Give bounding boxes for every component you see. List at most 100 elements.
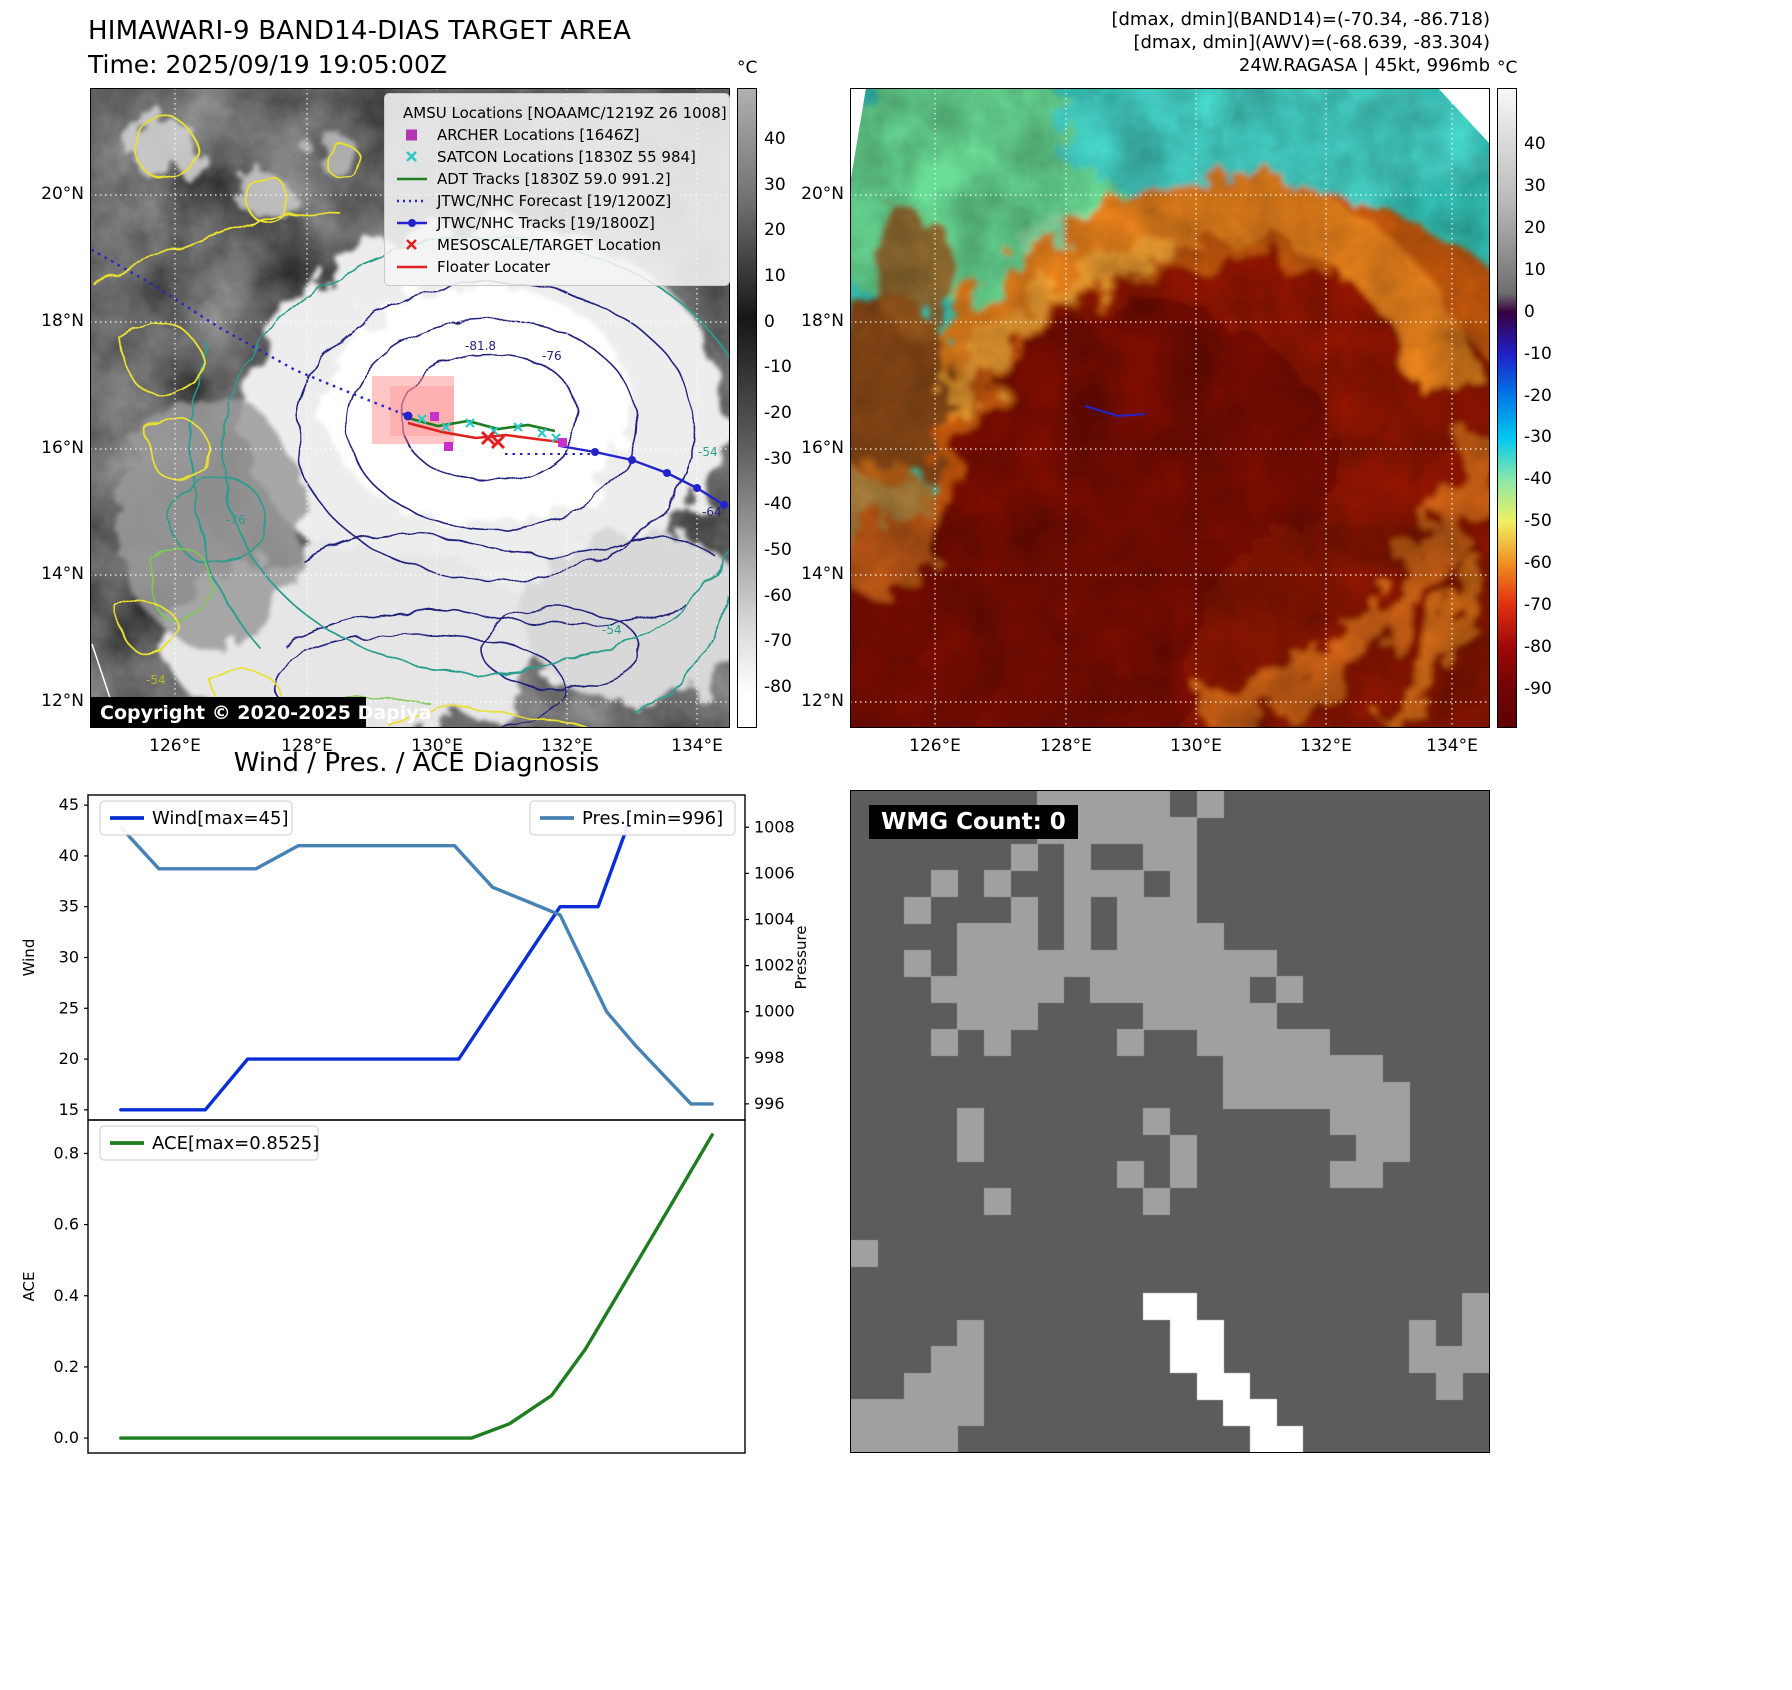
lat-tick-right: 14°N — [801, 564, 844, 584]
right-colorbar — [1497, 88, 1517, 728]
lon-tick-left: 134°E — [671, 736, 723, 756]
y-tick-label: 998 — [754, 1048, 785, 1067]
y-tick-label: 20 — [59, 1049, 79, 1068]
right-colorbar-tick: -20 — [1524, 385, 1552, 406]
lat-tick-right: 12°N — [801, 691, 844, 711]
legend-item: AMSU Locations [NOAAMC/1219Z 26 1008] — [395, 103, 727, 122]
adt-track — [407, 416, 556, 433]
lon-tick-left: 130°E — [411, 736, 463, 756]
legend-item: Floater Locater — [395, 257, 719, 276]
right-colorbar-tick: 20 — [1524, 217, 1546, 238]
contour-label: -54 — [698, 445, 718, 459]
lon-tick-right: 128°E — [1040, 736, 1092, 756]
contour-label: -81.8 — [465, 339, 496, 353]
axis-label: Pressure — [792, 925, 810, 989]
wmg-panel: WMG Count: 0 — [850, 790, 1490, 1453]
lat-tick-left: 20°N — [41, 184, 84, 204]
contour-label: -76 — [542, 349, 562, 363]
right-colorbar-unit: °C — [1497, 58, 1518, 78]
charts-title: Wind / Pres. / ACE Diagnosis — [233, 748, 600, 778]
wind-pres-ace-charts: 15 20 25 30 35 40 45 996 998 1000 1002 1004 1006 1008… — [20, 794, 810, 1454]
right-colorbar-tick: 40 — [1524, 134, 1546, 154]
chart-legend-label: ACE[max=0.8525] — [152, 1133, 319, 1154]
lon-tick-right: 132°E — [1300, 736, 1352, 756]
legend-item-label: Floater Locater — [437, 257, 551, 276]
y-tick-label: 1000 — [754, 1002, 795, 1021]
lat-tick-right: 16°N — [801, 438, 844, 458]
axis-label: ACE — [20, 1272, 38, 1302]
left-colorbar-tick: -80 — [764, 677, 792, 698]
lon-tick-left: 128°E — [281, 736, 333, 756]
forecast-dotted-marker — [397, 199, 427, 202]
lat-tick-right: 20°N — [801, 184, 844, 204]
ir-texture-overlay — [850, 88, 1490, 728]
satcon-x-marker — [406, 150, 417, 162]
left-colorbar-tick: -50 — [764, 540, 792, 561]
legend-item-label: JTWC/NHC Tracks [19/1800Z] — [437, 213, 655, 232]
contour-label: -64 — [702, 505, 722, 519]
floater-line-marker — [397, 265, 427, 268]
archer-square-marker — [406, 129, 417, 140]
lon-tick-right: 126°E — [909, 736, 961, 756]
y-tick-label: 45 — [59, 795, 79, 814]
contour-label: -76 — [226, 513, 246, 527]
series-line — [119, 825, 714, 1106]
legend-item-label: MESOSCALE/TARGET Location — [437, 235, 662, 254]
series-line — [119, 1133, 714, 1440]
left-colorbar-tick: 30 — [764, 174, 786, 195]
right-colorbar-tick: 10 — [1524, 259, 1546, 280]
lat-tick-left: 14°N — [41, 564, 84, 584]
y-tick-label: 1008 — [754, 817, 795, 836]
lat-tick-left: 18°N — [41, 311, 84, 331]
right-colorbar-tick: -50 — [1524, 511, 1552, 532]
satcon-x-markers — [417, 414, 561, 443]
y-tick-label: 25 — [59, 998, 79, 1017]
chart-legend — [529, 800, 736, 836]
legend-item: ADT Tracks [1830Z 59.0 991.2] — [395, 169, 719, 188]
right-colorbar-tick: -40 — [1524, 469, 1552, 490]
y-tick-label: 0.2 — [54, 1357, 79, 1376]
y-tick-label: 0.6 — [54, 1215, 79, 1234]
y-tick-label: 0.8 — [54, 1143, 79, 1162]
track-overlay — [1084, 405, 1146, 418]
y-tick-label: 996 — [754, 1094, 785, 1113]
lon-tick-right: 134°E — [1426, 736, 1478, 756]
right-colorbar-tick: 30 — [1524, 175, 1546, 196]
left-colorbar-unit: °C — [737, 58, 758, 78]
right-map-header: [dmax, dmin](BAND14)=(-70.34, -86.718) [… — [900, 8, 1490, 77]
left-map-title: HIMAWARI-9 BAND14-DIAS TARGET AREA — [88, 16, 632, 46]
left-colorbar-tick: 20 — [764, 220, 786, 241]
y-tick-label: 15 — [59, 1100, 79, 1119]
left-colorbar-tick: -70 — [764, 631, 792, 652]
y-tick-label: 30 — [59, 948, 79, 967]
right-colorbar-tick: -70 — [1524, 595, 1552, 616]
dmax-dmin-awv: [dmax, dmin](AWV)=(-68.639, -83.304) — [1133, 32, 1490, 53]
lat-tick-left: 16°N — [41, 438, 84, 458]
right-colorbar-tick: 0 — [1524, 301, 1535, 322]
legend-item: JTWC/NHC Tracks [19/1800Z] — [395, 213, 719, 232]
left-colorbar-tick: -40 — [764, 494, 792, 515]
right-colorbar-tick: -10 — [1524, 343, 1552, 364]
lat-tick-right: 18°N — [801, 311, 844, 331]
tracks-line-dot-marker — [397, 218, 427, 227]
swath-edge-top-right — [1438, 88, 1490, 144]
legend-item: MESOSCALE/TARGET Location — [395, 235, 719, 254]
storm-center-point — [403, 411, 413, 421]
lon-tick-left: 132°E — [541, 736, 593, 756]
map-legend: AMSU Locations [NOAAMC/1219Z 26 1008] ARC… — [384, 93, 730, 286]
storm-id-intensity: 24W.RAGASA | 45kt, 996mb — [1238, 55, 1490, 76]
chart-legend — [99, 1125, 319, 1161]
lon-tick-left: 126°E — [149, 736, 201, 756]
y-tick-label: 1004 — [754, 909, 795, 928]
right-colorbar-tick: -90 — [1524, 678, 1552, 699]
amsu-archer-square-markers — [430, 412, 567, 451]
right-colorbar-tick: -60 — [1524, 553, 1552, 574]
plot-frame — [87, 794, 746, 1121]
series-line — [119, 823, 630, 1112]
lon-tick-right: 130°E — [1170, 736, 1222, 756]
enhanced-ir-satellite-map — [850, 88, 1490, 728]
y-tick-label: 1002 — [754, 956, 795, 975]
chart-legend — [99, 800, 293, 836]
legend-item-label: JTWC/NHC Forecast [19/1200Z] — [437, 191, 672, 210]
wmg-grid-map — [851, 791, 1489, 1452]
